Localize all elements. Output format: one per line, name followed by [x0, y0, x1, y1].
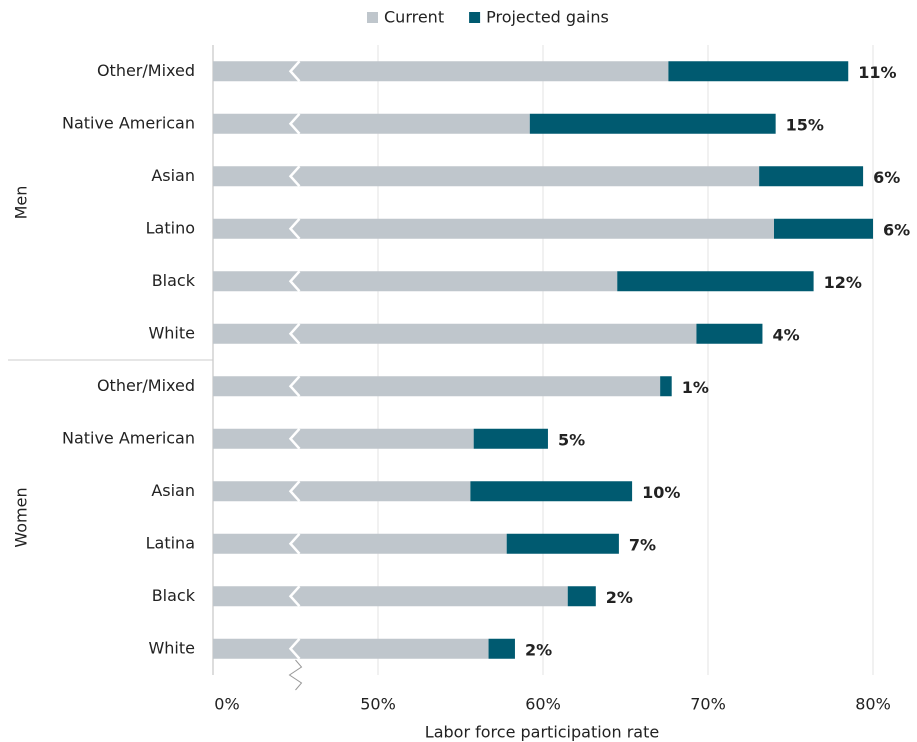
bar-segment — [774, 218, 873, 239]
data-label: 1% — [682, 378, 709, 397]
x-tick-label: 60% — [525, 695, 561, 714]
bar-segment — [567, 586, 596, 607]
x-tick-label: 80% — [855, 695, 891, 714]
legend-swatch — [469, 12, 481, 23]
bar-segment — [213, 61, 669, 82]
bar-segment — [213, 638, 489, 659]
bar-segment — [213, 166, 760, 187]
x-tick-label: 0% — [214, 695, 239, 714]
data-label: 11% — [858, 63, 896, 82]
bar-segment — [473, 428, 548, 449]
axis-break — [288, 375, 301, 398]
data-label: 2% — [606, 588, 633, 607]
axis-break — [288, 585, 301, 608]
axis-break — [288, 637, 301, 660]
bar-segment — [213, 586, 568, 607]
data-label: 2% — [525, 640, 552, 659]
axis-break — [288, 60, 301, 83]
x-tick-label: 70% — [690, 695, 726, 714]
bar-segment — [668, 61, 849, 82]
axis-break — [288, 112, 301, 135]
bar-segment — [213, 428, 474, 449]
y-tick-label: Latina — [146, 533, 195, 552]
data-label: 15% — [786, 115, 824, 134]
x-tick-label: 50% — [360, 695, 396, 714]
data-label: 7% — [629, 535, 656, 554]
axis-break — [288, 270, 301, 293]
y-tick-label: Other/Mixed — [97, 61, 195, 80]
axis-break — [288, 217, 301, 240]
bar-segment — [213, 271, 618, 292]
axis-break — [288, 427, 301, 450]
y-tick-label: Native American — [62, 113, 195, 132]
data-label: 12% — [824, 273, 862, 292]
x-axis-title: Labor force participation rate — [425, 723, 659, 742]
bar-segment — [617, 271, 814, 292]
axis-break — [288, 532, 301, 555]
data-label: 5% — [558, 430, 585, 449]
bar-segment — [213, 323, 697, 344]
group-label: Women — [12, 487, 31, 547]
bar-segment — [213, 376, 661, 397]
legend-label: Current — [384, 8, 444, 27]
bar-segment — [696, 323, 763, 344]
axis-break — [288, 165, 301, 188]
y-tick-label: Black — [152, 271, 196, 290]
y-tick-label: Asian — [151, 481, 195, 500]
legend-label: Projected gains — [486, 8, 609, 27]
data-label: 4% — [772, 325, 799, 344]
bar-segment — [488, 638, 515, 659]
group-label: Men — [12, 186, 31, 220]
bar-segment — [213, 533, 507, 554]
bar-segment — [660, 376, 672, 397]
bar-segment — [213, 481, 471, 502]
y-tick-label: Native American — [62, 428, 195, 447]
axis-break — [288, 322, 301, 345]
y-tick-label: Latino — [146, 218, 195, 237]
y-tick-label: Asian — [151, 166, 195, 185]
bar-segment — [213, 113, 530, 134]
legend-swatch — [367, 12, 378, 23]
bar-segment — [529, 113, 776, 134]
y-tick-label: White — [148, 323, 195, 342]
data-label: 6% — [883, 220, 910, 239]
bar-segment — [213, 218, 774, 239]
y-tick-label: White — [148, 638, 195, 657]
y-tick-label: Other/Mixed — [97, 376, 195, 395]
bar-segment — [470, 481, 633, 502]
axis-break — [288, 480, 301, 503]
bar-segment — [759, 166, 864, 187]
y-tick-label: Black — [152, 586, 196, 605]
data-label: 6% — [873, 168, 900, 187]
bar-segment — [506, 533, 619, 554]
data-label: 10% — [642, 483, 680, 502]
axis-break — [288, 659, 303, 691]
